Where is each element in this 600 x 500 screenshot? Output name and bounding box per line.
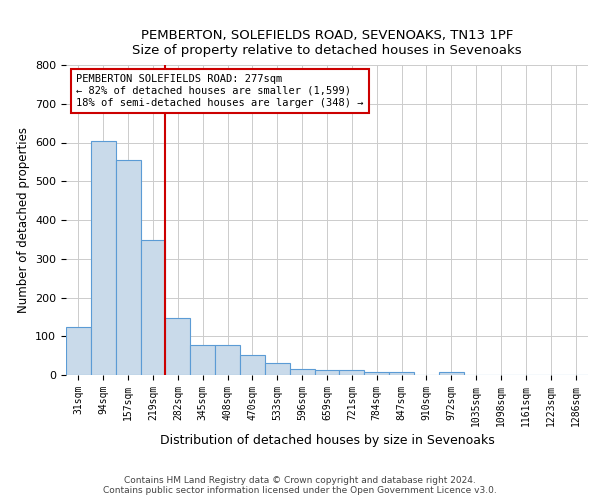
Text: PEMBERTON SOLEFIELDS ROAD: 277sqm
← 82% of detached houses are smaller (1,599)
1: PEMBERTON SOLEFIELDS ROAD: 277sqm ← 82% … <box>76 74 364 108</box>
Bar <box>215 345 240 375</box>
Bar <box>290 369 314 375</box>
Text: Contains HM Land Registry data © Crown copyright and database right 2024.
Contai: Contains HM Land Registry data © Crown c… <box>103 476 497 495</box>
Title: PEMBERTON, SOLEFIELDS ROAD, SEVENOAKS, TN13 1PF
Size of property relative to det: PEMBERTON, SOLEFIELDS ROAD, SEVENOAKS, T… <box>132 29 522 57</box>
X-axis label: Distribution of detached houses by size in Sevenoaks: Distribution of detached houses by size … <box>160 434 494 447</box>
Bar <box>314 370 340 375</box>
Bar <box>66 326 91 375</box>
Bar <box>140 240 166 375</box>
Y-axis label: Number of detached properties: Number of detached properties <box>17 127 29 313</box>
Bar <box>265 364 290 375</box>
Bar <box>116 160 140 375</box>
Bar <box>389 372 414 375</box>
Bar <box>340 370 364 375</box>
Bar <box>91 142 116 375</box>
Bar <box>240 355 265 375</box>
Bar <box>166 318 190 375</box>
Bar <box>190 345 215 375</box>
Bar <box>439 372 464 375</box>
Bar <box>364 372 389 375</box>
